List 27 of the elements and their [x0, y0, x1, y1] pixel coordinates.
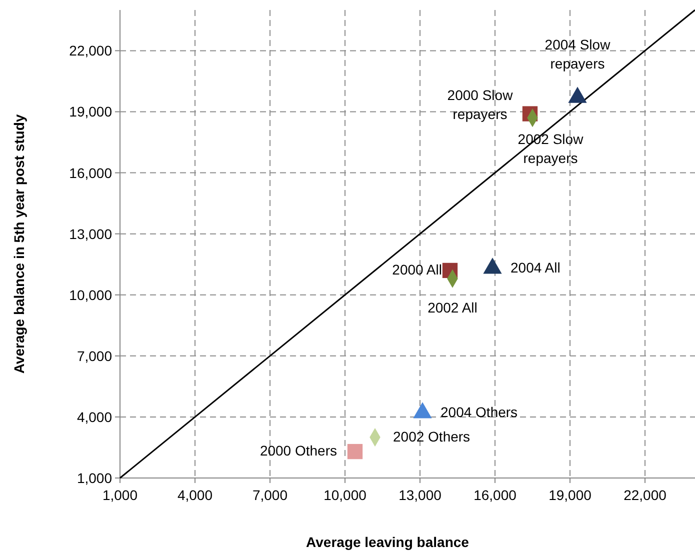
y-tick-label: 16,000	[69, 164, 112, 181]
y-tick-label: 4,000	[76, 408, 112, 425]
y-tick-label: 13,000	[69, 226, 112, 242]
x-axis-title: Average leaving balance	[306, 534, 470, 550]
y-axis-title: Average balance in 5th year post study	[11, 114, 27, 374]
series-label: 2004 All	[510, 259, 560, 276]
x-tick-label: 1,000	[102, 487, 138, 503]
x-tick-label: 13,000	[398, 487, 442, 503]
y-tick-label: 19,000	[69, 104, 112, 120]
series-label: 2000 Slow repayers	[447, 86, 514, 122]
series-label: 2004 Others	[440, 404, 518, 420]
x-tick-label: 19,000	[548, 487, 592, 503]
point	[347, 444, 363, 460]
series-label: 2002 Others	[393, 428, 470, 444]
x-tick-label: 10,000	[324, 487, 367, 503]
y-tick-label: 7,000	[76, 348, 112, 364]
x-tick-label: 22,000	[624, 487, 667, 503]
x-tick-label: 4,000	[177, 487, 213, 503]
y-tick-label: 22,000	[69, 42, 112, 59]
x-tick-label: 16,000	[474, 487, 517, 503]
series-label: 2000 Others	[260, 442, 337, 459]
y-tick-label: 1,000	[76, 470, 112, 486]
x-tick-label: 7,000	[252, 487, 288, 503]
series-label: 2002 All	[428, 300, 478, 316]
series-label: 2000 All	[392, 261, 442, 278]
y-tick-label: 10,000	[69, 286, 112, 303]
text: 2004 Slow repayers	[544, 36, 612, 72]
